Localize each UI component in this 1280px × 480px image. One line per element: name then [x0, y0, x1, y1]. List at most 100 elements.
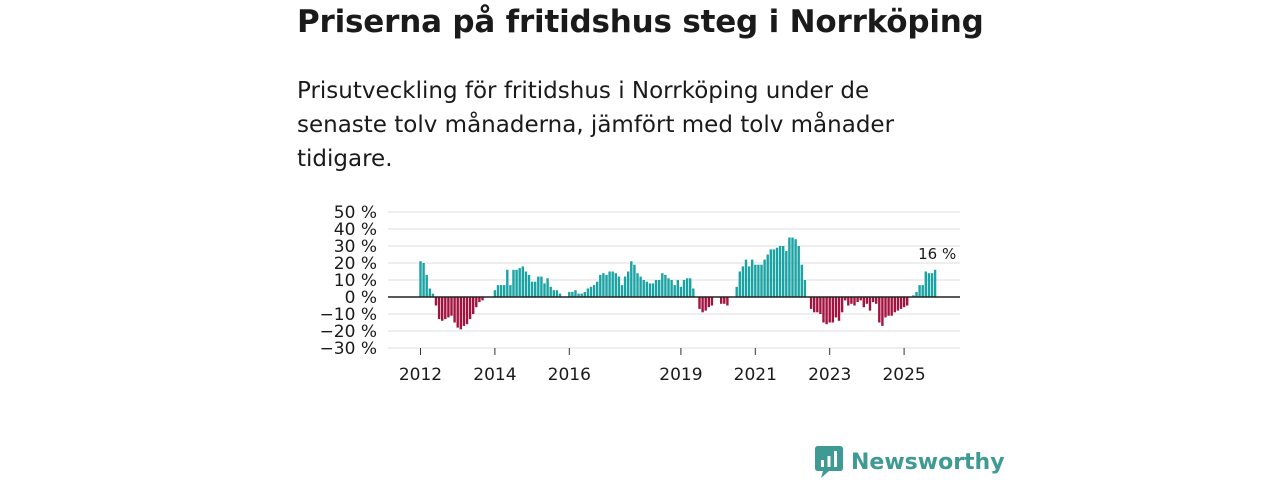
bar [645, 281, 648, 297]
bar [499, 285, 503, 297]
bar [828, 297, 831, 323]
bar [726, 297, 729, 306]
bar [924, 271, 927, 297]
bar [685, 278, 689, 297]
bar [766, 254, 769, 297]
bar [847, 297, 850, 306]
y-tick-label: −20 % [320, 322, 377, 342]
data-label: 16 % [918, 245, 956, 263]
newsworthy-logo-icon [815, 446, 843, 478]
bar [521, 266, 524, 297]
bar [546, 278, 549, 297]
bar [884, 297, 887, 318]
bar [859, 297, 862, 301]
bar [837, 297, 841, 321]
bar [893, 297, 896, 313]
bar [611, 271, 614, 297]
bar [912, 295, 915, 297]
bar [592, 285, 596, 297]
bar [475, 297, 478, 308]
bar [530, 281, 534, 297]
bar [506, 269, 509, 297]
bar [816, 297, 819, 313]
bar [465, 297, 469, 325]
brand-logo: Newsworthy [815, 446, 1005, 478]
bar [580, 293, 583, 297]
bar [509, 285, 512, 297]
bar [825, 297, 828, 325]
gridlines [388, 211, 960, 349]
bar [577, 293, 580, 297]
bar [689, 278, 692, 297]
bar [751, 259, 754, 297]
bar [682, 280, 686, 297]
bar [738, 271, 741, 297]
bar [623, 276, 627, 297]
y-tick-label: 30 % [334, 237, 377, 257]
bar [692, 288, 695, 297]
bar [456, 297, 459, 328]
bar [617, 276, 621, 297]
bar [819, 297, 822, 314]
bar [589, 286, 593, 297]
bar [878, 297, 881, 323]
bar [865, 297, 869, 304]
axes: 50 %40 %30 %20 %10 %0 %−10 %−20 %−30 % 20… [320, 203, 960, 385]
bar [608, 271, 611, 297]
x-tick-label: 2019 [659, 365, 702, 385]
bar [788, 237, 791, 297]
y-tick-label: 20 % [334, 254, 377, 274]
bar [896, 297, 900, 311]
bar [933, 269, 937, 297]
bar [422, 263, 425, 297]
y-tick-label: 10 % [334, 271, 377, 291]
bar [782, 246, 785, 297]
x-tick-label: 2021 [734, 365, 777, 385]
bar [778, 246, 782, 297]
chart-title: Priserna på fritidshus steg i Norrköping [297, 4, 984, 40]
bar [744, 259, 748, 297]
bar [431, 293, 435, 297]
y-tick-label: −10 % [320, 305, 377, 325]
y-tick-label: 40 % [334, 220, 377, 240]
bar [636, 273, 639, 297]
bar [747, 266, 751, 297]
bar [447, 297, 450, 318]
bar [605, 274, 608, 297]
bar [707, 297, 710, 308]
bar [596, 281, 599, 297]
bar [710, 297, 714, 306]
bar [890, 297, 893, 316]
bar [921, 285, 924, 297]
bar [543, 283, 546, 297]
x-tick-label: 2016 [548, 365, 591, 385]
bar [862, 297, 865, 308]
bar [754, 264, 757, 297]
bar [450, 297, 453, 316]
bar [518, 268, 521, 297]
bar [763, 259, 766, 297]
bar [515, 269, 518, 297]
bar [840, 297, 844, 313]
bar [468, 297, 472, 320]
bar [785, 251, 788, 297]
bar [772, 249, 776, 297]
bar [583, 291, 586, 297]
y-tick-label: −30 % [320, 339, 377, 359]
bar [434, 297, 438, 306]
bar [741, 266, 745, 297]
bar [586, 288, 590, 297]
bar [701, 297, 704, 313]
bar [881, 297, 884, 326]
bar [549, 286, 552, 297]
bar [853, 297, 856, 306]
bar [524, 271, 528, 297]
bar [918, 285, 921, 297]
bar [757, 264, 760, 297]
bar [769, 249, 772, 297]
bar [868, 297, 872, 311]
bar [906, 297, 909, 306]
bar [915, 291, 918, 297]
bar [809, 297, 813, 309]
bar [720, 297, 723, 304]
